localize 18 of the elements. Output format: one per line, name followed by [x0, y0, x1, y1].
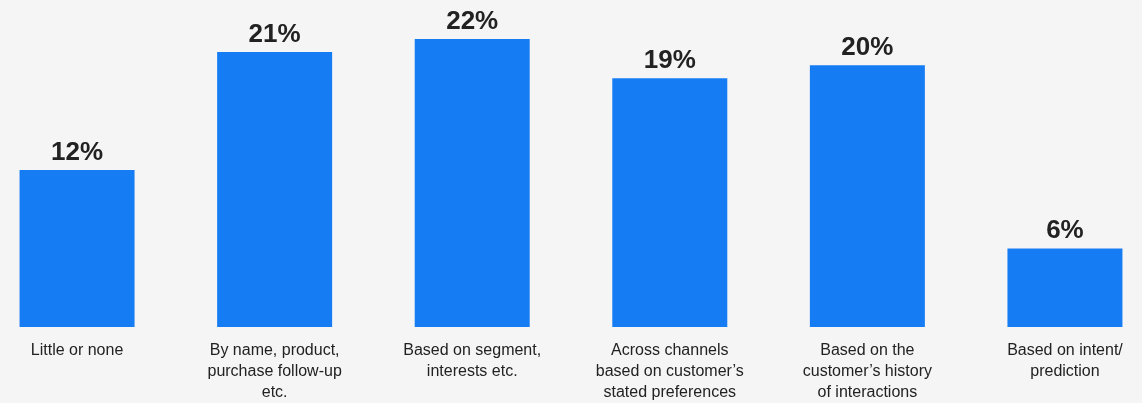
bar: [414, 39, 530, 327]
data-label: 20%: [841, 31, 894, 62]
data-label: 12%: [51, 135, 104, 166]
bar: [217, 52, 333, 327]
data-label: 19%: [643, 44, 696, 75]
x-tick-label: Based on the customer’s history of interactions: [802, 340, 932, 400]
x-tick-label: Based on segment, interests etc.: [403, 340, 542, 379]
bar: [1007, 248, 1123, 327]
data-label: 22%: [446, 5, 499, 35]
data-label: 21%: [248, 18, 301, 49]
data-label: 6%: [1046, 214, 1084, 245]
x-tick-label: Across channels based on customer’s stated preferences: [595, 340, 744, 400]
bar: [19, 169, 135, 327]
bar: [612, 78, 728, 327]
x-tick-label: Little or none: [30, 340, 124, 358]
x-tick-label: By name, product, purchase follow-up etc.: [207, 340, 342, 400]
x-tick-label: Based on intent/ prediction: [1007, 340, 1124, 379]
bar: [809, 65, 925, 327]
